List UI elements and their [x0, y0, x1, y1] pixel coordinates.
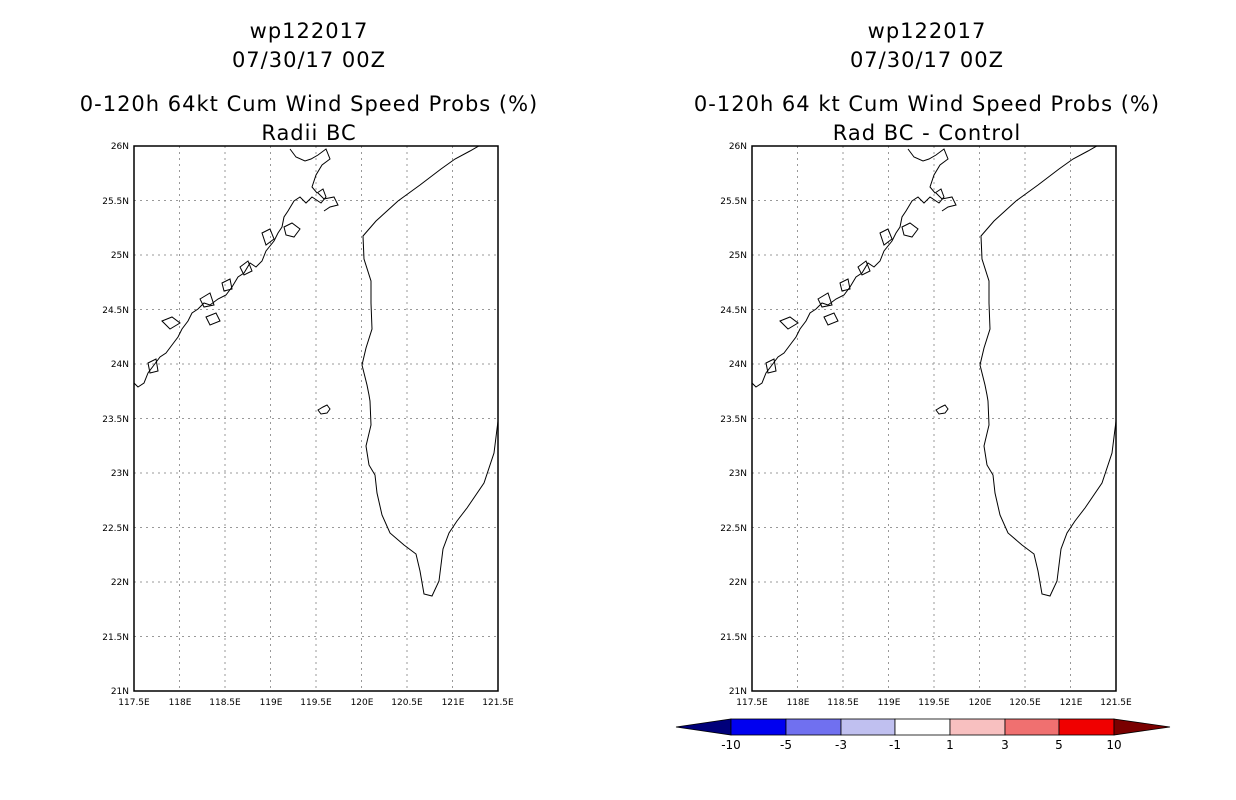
colorbar-label: 1: [946, 738, 954, 752]
lat-label: 23.5N: [102, 415, 129, 425]
left-subtitle: Radii BC: [261, 121, 357, 145]
left-product-title: 0-120h 64kt Cum Wind Speed Probs (%): [79, 92, 539, 116]
lon-label: 119E: [878, 698, 901, 708]
lon-label: 121.5E: [1100, 698, 1132, 708]
colorbar: [675, 718, 1171, 736]
lon-label: 121.5E: [482, 698, 514, 708]
colorbar-labels: -10 -5 -3 -1 1 3 5 10: [721, 738, 1121, 752]
colorbar-swatch: [949, 718, 1006, 736]
left-datetime: 07/30/17 00Z: [231, 48, 387, 72]
lon-label: 117.5E: [736, 698, 768, 708]
right-datetime: 07/30/17 00Z: [849, 48, 1005, 72]
lon-label: 117.5E: [118, 698, 150, 708]
right-titles: wp122017 07/30/17 00Z 0-120h 64 kt Cum W…: [652, 17, 1202, 148]
colorbar-label: -1: [889, 738, 901, 752]
lat-label: 21.5N: [720, 633, 747, 643]
right-storm-id: wp122017: [867, 19, 987, 43]
right-lat-labels: 26N 25.5N 25N 24.5N 24N 23.5N 23N 22.5N …: [720, 142, 747, 697]
lat-label: 23N: [729, 469, 747, 479]
right-gridlines: [752, 146, 1116, 691]
lon-label: 119.5E: [918, 698, 950, 708]
colorbar-arrow-left: [675, 718, 732, 736]
lat-label: 25N: [111, 251, 129, 261]
right-lon-labels: 117.5E 118E 118.5E 119E 119.5E 120E 120.…: [736, 698, 1132, 708]
left-lat-labels: 26N 25.5N 25N 24.5N 24N 23.5N 23N 22.5N …: [102, 142, 129, 697]
colorbar-swatch: [785, 718, 842, 736]
colorbar-label: 3: [1001, 738, 1009, 752]
colorbar-label: -10: [721, 738, 741, 752]
lon-label: 118E: [787, 698, 810, 708]
right-map-frame: [751, 145, 1117, 692]
left-gridlines: [134, 146, 498, 691]
lon-label: 118.5E: [209, 698, 241, 708]
colorbar-label: 5: [1055, 738, 1063, 752]
lat-label: 25.5N: [102, 197, 129, 207]
lat-label: 25N: [729, 251, 747, 261]
right-subtitle: Rad BC - Control: [832, 121, 1022, 145]
lon-label: 121E: [1060, 698, 1083, 708]
lon-label: 120.5E: [1009, 698, 1041, 708]
right-product-title: 0-120h 64 kt Cum Wind Speed Probs (%): [693, 92, 1161, 116]
lat-label: 23.5N: [720, 415, 747, 425]
lat-label: 22.5N: [720, 524, 747, 534]
lat-label: 24N: [111, 360, 129, 370]
lat-label: 24.5N: [102, 306, 129, 316]
lon-label: 119.5E: [300, 698, 332, 708]
colorbar-label: -3: [835, 738, 847, 752]
left-lon-labels: 117.5E 118E 118.5E 119E 119.5E 120E 120.…: [118, 698, 514, 708]
lon-label: 120E: [351, 698, 374, 708]
lat-label: 26N: [729, 142, 747, 152]
lon-label: 120E: [969, 698, 992, 708]
lon-label: 118E: [169, 698, 192, 708]
lat-label: 21.5N: [102, 633, 129, 643]
left-map-panel: [133, 145, 499, 692]
lat-label: 24N: [729, 360, 747, 370]
colorbar-swatch: [1058, 718, 1115, 736]
right-map-panel: [751, 145, 1117, 692]
lat-label: 24.5N: [720, 306, 747, 316]
lat-label: 21N: [111, 687, 129, 697]
colorbar-swatch: [894, 718, 951, 736]
lat-label: 23N: [111, 469, 129, 479]
lat-label: 26N: [111, 142, 129, 152]
left-titles: wp122017 07/30/17 00Z 0-120h 64kt Cum Wi…: [34, 17, 584, 148]
colorbar-swatch: [840, 718, 896, 736]
colorbar-swatch: [1004, 718, 1060, 736]
left-map-frame: [133, 145, 499, 692]
lat-label: 25.5N: [720, 197, 747, 207]
lat-label: 22.5N: [102, 524, 129, 534]
left-storm-id: wp122017: [249, 19, 369, 43]
lon-label: 121E: [442, 698, 465, 708]
colorbar-arrow-right: [1113, 718, 1171, 736]
colorbar-label: -5: [780, 738, 792, 752]
colorbar-label: 10: [1106, 738, 1121, 752]
lon-label: 118.5E: [827, 698, 859, 708]
lat-label: 21N: [729, 687, 747, 697]
lon-label: 119E: [260, 698, 283, 708]
lon-label: 120.5E: [391, 698, 423, 708]
lat-label: 22N: [111, 578, 129, 588]
lat-label: 22N: [729, 578, 747, 588]
colorbar-swatch: [730, 718, 787, 736]
